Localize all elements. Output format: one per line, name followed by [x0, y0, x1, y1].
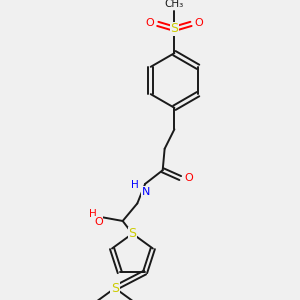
- Text: O: O: [185, 173, 194, 183]
- Text: S: S: [170, 22, 178, 35]
- Text: CH₃: CH₃: [165, 0, 184, 9]
- Text: S: S: [111, 282, 119, 295]
- Text: O: O: [146, 18, 154, 28]
- Text: N: N: [142, 187, 150, 197]
- Text: O: O: [194, 18, 203, 28]
- Text: S: S: [128, 227, 136, 240]
- Text: H: H: [130, 180, 138, 190]
- Text: O: O: [94, 217, 103, 227]
- Text: H: H: [88, 209, 96, 219]
